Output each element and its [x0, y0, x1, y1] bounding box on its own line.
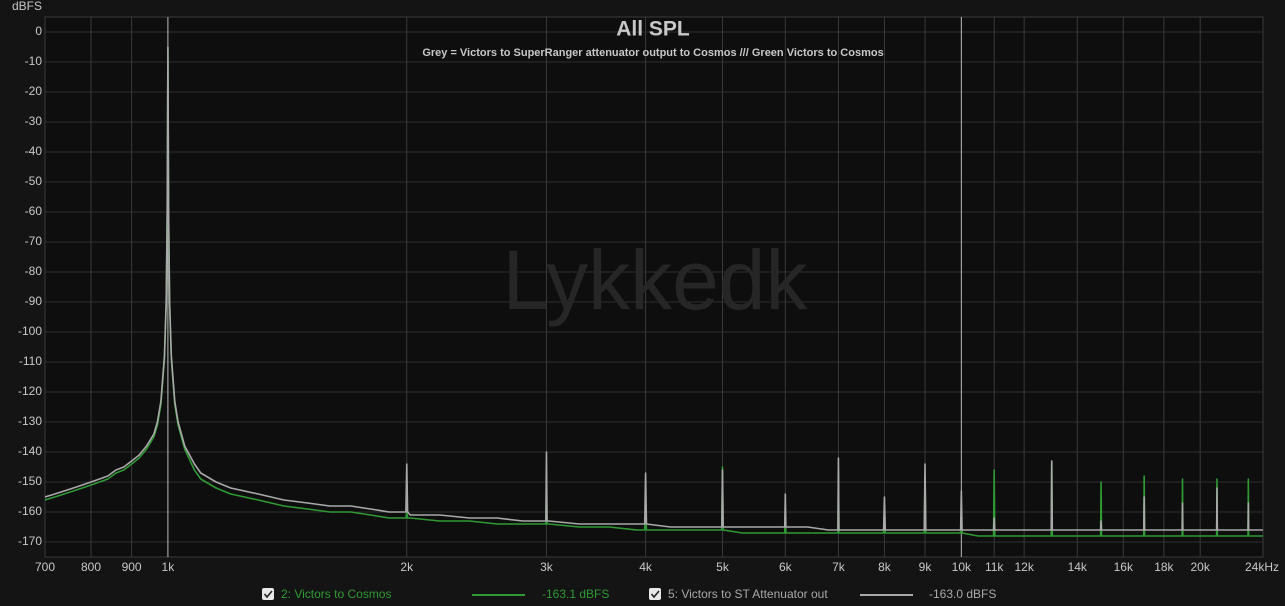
x-tick-label: 16k: [1114, 560, 1134, 574]
x-tick-label: 700: [35, 560, 55, 574]
y-tick-label: -120: [18, 384, 42, 398]
watermark: Lykkedk: [502, 233, 808, 327]
x-tick-label: 3k: [540, 560, 554, 574]
plot-area: [44, 16, 1264, 558]
y-tick-label: -20: [25, 84, 43, 98]
series-group: [45, 46, 1263, 537]
y-tick-label: -50: [25, 174, 43, 188]
x-tick-label: 12k: [1014, 560, 1034, 574]
x-tick-label: 11k: [985, 560, 1004, 574]
x-tick-label: 24kHz: [1245, 560, 1279, 574]
x-tick-label: 8k: [878, 560, 892, 574]
legend-value: -163.0 dBFS: [929, 587, 996, 601]
y-tick-label: -30: [25, 114, 43, 128]
chart-title: All SPL: [616, 18, 690, 41]
legend-label[interactable]: 2: Victors to Cosmos: [281, 587, 391, 601]
y-tick-label: -10: [25, 54, 43, 68]
legend: 2: Victors to Cosmos -163.1 dBFS 5: Vict…: [262, 587, 996, 601]
x-tick-label: 5k: [716, 560, 730, 574]
x-tick-label: 7k: [832, 560, 846, 574]
chart-subtitle: Grey = Victors to SuperRanger attenuator…: [422, 47, 883, 59]
x-tick-label: 1k: [162, 560, 176, 574]
series-line: [45, 46, 1263, 531]
y-tick-label: -150: [18, 474, 42, 488]
legend-checkbox[interactable]: [262, 588, 274, 600]
y-axis-label: dBFS: [12, 0, 42, 13]
x-tick-label: 900: [122, 560, 142, 574]
check-mark: [650, 590, 660, 599]
x-tick-label: 800: [81, 560, 101, 574]
y-tick-label: -140: [18, 444, 42, 458]
y-tick-label: -80: [25, 264, 43, 278]
y-tick-label: -110: [19, 354, 42, 368]
y-tick-label: -100: [18, 324, 42, 338]
grid: [44, 17, 1264, 557]
axes: 0 -10 -20 -30 -40 -50 -60 -70 -80 -90 -100 -110 -120…: [18, 24, 1279, 574]
x-tick-label: 9k: [919, 560, 933, 574]
y-tick-label: -70: [25, 234, 43, 248]
x-tick-label: 4k: [639, 560, 653, 574]
x-tick-label: 2k: [400, 560, 414, 574]
y-tick-label: -90: [25, 294, 43, 308]
legend-label[interactable]: 5: Victors to ST Attenuator out: [668, 587, 828, 601]
x-tick-label: 14k: [1068, 560, 1088, 574]
y-tick-label: -170: [18, 534, 42, 548]
y-tick-label: -160: [18, 504, 42, 518]
x-tick-label: 6k: [779, 560, 793, 574]
legend-checkbox[interactable]: [649, 588, 661, 600]
check-mark: [263, 590, 273, 599]
y-tick-label: -40: [25, 144, 43, 158]
x-tick-label: 20k: [1190, 560, 1210, 574]
y-tick-label: 0: [35, 24, 42, 38]
x-tick-label: 18k: [1154, 560, 1174, 574]
y-tick-label: -60: [25, 204, 43, 218]
y-tick-label: -130: [18, 414, 42, 428]
x-tick-label: 10k: [952, 560, 972, 574]
legend-value: -163.1 dBFS: [542, 587, 609, 601]
